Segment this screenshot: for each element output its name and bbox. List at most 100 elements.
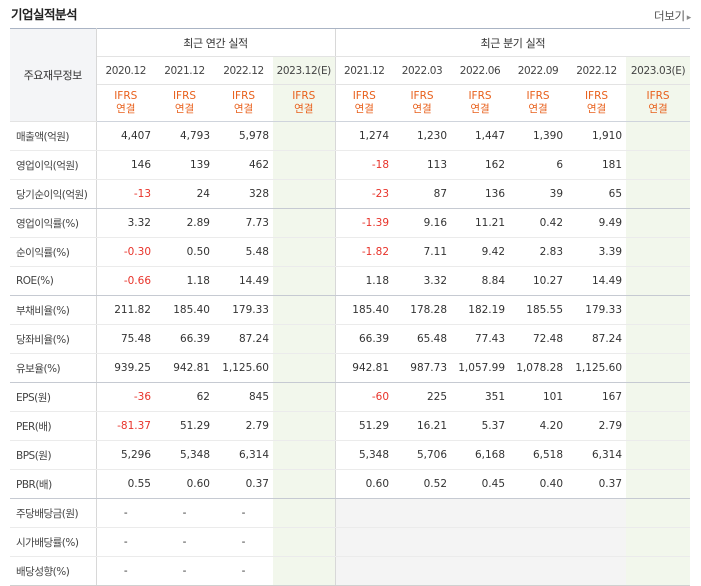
- row-label: 영업이익(억원): [10, 150, 97, 180]
- basis-header: IFRS 연결: [155, 84, 214, 122]
- value-cell: 0.37: [567, 469, 627, 499]
- more-link-label: 더보기: [653, 9, 685, 23]
- value-cell: [273, 556, 336, 586]
- value-cell: [626, 295, 691, 325]
- value-cell: 1,125.60: [214, 353, 273, 383]
- value-cell: 178.28: [393, 295, 452, 325]
- row-label: 유보율(%): [10, 353, 97, 383]
- value-cell: 167: [567, 382, 627, 412]
- row-label: 배당성향(%): [10, 556, 97, 586]
- table-row: PER(배) -81.37 51.29 2.79 51.29 16.21 5.37 4.20 2…: [10, 411, 691, 441]
- basis-consolidated: 연결: [174, 103, 195, 115]
- value-cell: 51.29: [155, 411, 214, 441]
- basis-header: IFRS 연결: [273, 84, 336, 122]
- value-cell: 9.49: [567, 208, 627, 238]
- basis-consolidated: 연결: [412, 103, 432, 115]
- basis-ifrs: IFRS: [410, 90, 434, 102]
- value-cell: 9.42: [451, 237, 510, 267]
- period-header: 2023.12(E): [273, 56, 336, 85]
- value-cell: 1.18: [155, 266, 214, 296]
- value-cell: -: [155, 498, 214, 528]
- basis-ifrs: IFRS: [292, 90, 316, 102]
- table-row: 당기순이익(억원) -13 24 328 -23 87 136 39 65: [10, 179, 691, 209]
- value-cell: 179.33: [214, 295, 273, 325]
- value-cell: [273, 179, 336, 209]
- value-cell: 7.73: [214, 208, 273, 238]
- row-label: PBR(배): [10, 469, 97, 499]
- value-cell: 0.60: [155, 469, 214, 499]
- value-cell: 5,978: [214, 121, 273, 151]
- value-cell: 66.39: [155, 324, 214, 354]
- row-header-label: 주요재무정보: [10, 28, 97, 122]
- value-cell: 942.81: [155, 353, 214, 383]
- value-cell: 5.37: [451, 411, 510, 441]
- value-cell: 6,314: [567, 440, 627, 470]
- more-link[interactable]: 더보기 ▸: [654, 8, 691, 24]
- value-cell: 5,348: [334, 440, 394, 470]
- basis-ifrs: IFRS: [646, 90, 670, 102]
- value-cell: 8.84: [451, 266, 510, 296]
- value-cell: [273, 440, 336, 470]
- value-cell: -23: [334, 179, 394, 209]
- value-cell: 0.45: [451, 469, 510, 499]
- period-header: 2021.12: [334, 56, 394, 85]
- value-cell: 146: [96, 150, 155, 180]
- value-cell: 185.55: [509, 295, 568, 325]
- basis-consolidated: 연결: [648, 103, 668, 115]
- row-label: 순이익률(%): [10, 237, 97, 267]
- value-cell: 5,296: [96, 440, 155, 470]
- table-row: EPS(원) -36 62 845 -60 225 351 101 167: [10, 382, 691, 412]
- value-cell: 942.81: [334, 353, 394, 383]
- value-cell: [626, 527, 691, 557]
- value-cell: 77.43: [451, 324, 510, 354]
- table-row: 영업이익률(%) 3.32 2.89 7.73 -1.39 9.16 11.21 0.42 9.…: [10, 208, 691, 238]
- period-header: 2022.06: [451, 56, 510, 85]
- value-cell: 66.39: [334, 324, 394, 354]
- table-row: 주당배당금(원) - - -: [10, 498, 691, 528]
- basis-ifrs: IFRS: [114, 90, 138, 102]
- value-cell: 62: [155, 382, 214, 412]
- chevron-right-icon: ▸: [686, 13, 692, 23]
- value-cell: 185.40: [155, 295, 214, 325]
- value-cell: [273, 411, 336, 441]
- value-cell: [451, 527, 510, 557]
- value-cell: 328: [214, 179, 273, 209]
- value-cell: [626, 440, 691, 470]
- basis-header: IFRS 연결: [214, 84, 273, 122]
- period-header: 2021.12: [155, 56, 214, 85]
- value-cell: [626, 469, 691, 499]
- value-cell: 101: [509, 382, 568, 412]
- table-row: BPS(원) 5,296 5,348 6,314 5,348 5,706 6,168 6,51…: [10, 440, 691, 470]
- row-label: ROE(%): [10, 266, 97, 296]
- basis-header: IFRS 연결: [96, 84, 155, 122]
- value-cell: [451, 498, 510, 528]
- value-cell: -0.30: [96, 237, 155, 267]
- table-row: 부채비율(%) 211.82 185.40 179.33 185.40 178.28 182…: [10, 295, 691, 325]
- value-cell: [393, 527, 452, 557]
- value-cell: 14.49: [214, 266, 273, 296]
- basis-header: IFRS 연결: [509, 84, 568, 122]
- value-cell: 1,447: [451, 121, 510, 151]
- basis-consolidated: 연결: [528, 103, 548, 115]
- row-label: EPS(원): [10, 382, 97, 412]
- value-cell: [273, 498, 336, 528]
- value-cell: 11.21: [451, 208, 510, 238]
- period-header: 2022.12: [214, 56, 273, 85]
- row-label: 당좌비율(%): [10, 324, 97, 354]
- value-cell: -: [214, 556, 273, 586]
- value-cell: 2.79: [567, 411, 627, 441]
- value-cell: 211.82: [96, 295, 155, 325]
- basis-consolidated: 연결: [586, 103, 607, 115]
- value-cell: 3.39: [567, 237, 627, 267]
- value-cell: 65.48: [393, 324, 452, 354]
- value-cell: 136: [451, 179, 510, 209]
- value-cell: -: [96, 498, 155, 528]
- value-cell: 72.48: [509, 324, 568, 354]
- value-cell: [626, 498, 691, 528]
- value-cell: 179.33: [567, 295, 627, 325]
- value-cell: 7.11: [393, 237, 452, 267]
- value-cell: [567, 556, 627, 586]
- value-cell: -: [155, 527, 214, 557]
- value-cell: 0.52: [393, 469, 452, 499]
- value-cell: [626, 353, 691, 383]
